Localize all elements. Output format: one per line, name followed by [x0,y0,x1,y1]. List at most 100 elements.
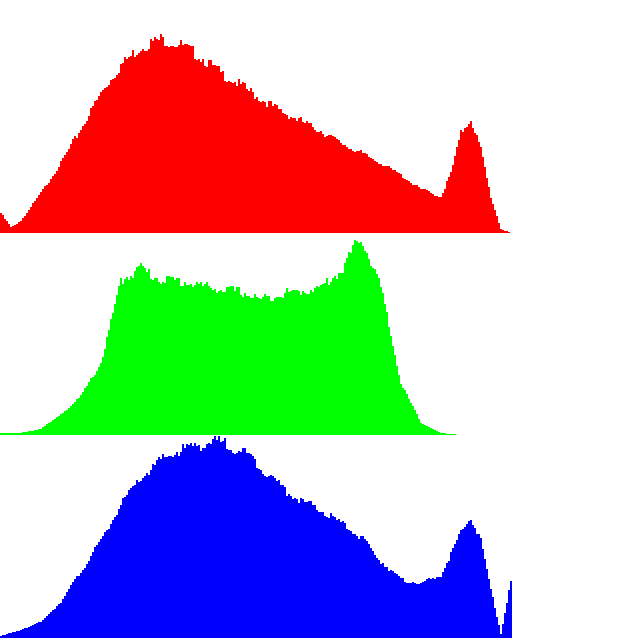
blue-histogram-bar [274,478,276,638]
green-histogram-bar [142,266,144,435]
blue-histogram-bar [368,544,370,638]
blue-histogram-bar [114,517,116,638]
blue-histogram-bar [146,473,148,638]
blue-histogram-bar [214,436,216,638]
green-histogram-bar [0,433,2,435]
blue-histogram-bar [238,451,240,638]
blue-histogram-bar [398,576,400,638]
green-histogram-bar [170,277,172,435]
red-histogram-bar [172,46,174,233]
red-histogram-bar [232,83,234,233]
blue-histogram-bar [496,617,498,638]
blue-histogram-bar [154,465,156,638]
blue-histogram-bar [360,536,362,638]
blue-histogram-bar [30,626,32,638]
red-histogram-bar [30,207,32,233]
red-histogram-bar [266,107,268,233]
red-histogram-bar [316,132,318,233]
green-histogram-bar [370,266,372,435]
blue-histogram-bar [418,584,420,638]
blue-histogram-bar [472,525,474,638]
red-histogram-bar [8,224,10,233]
blue-histogram-bar [258,469,260,638]
blue-histogram-bar [376,558,378,638]
red-histogram-bar [142,49,144,233]
red-histogram-bar [452,165,454,233]
red-histogram-bar [36,198,38,233]
blue-histogram-bar [16,631,18,638]
green-histogram-bar [236,287,238,435]
green-histogram-bar [388,327,390,435]
red-histogram-bar [160,34,162,233]
green-histogram-bar [182,286,184,435]
red-histogram-bar [250,88,252,233]
red-histogram-bar [28,210,30,233]
green-histogram-bar [414,410,416,435]
red-histogram-bar [420,189,422,233]
green-histogram-bar [430,428,432,435]
red-histogram-bar [62,158,64,233]
red-histogram-bar [356,151,358,233]
green-histogram-bar [362,246,364,435]
green-histogram-bar [280,297,282,435]
blue-histogram-bar [386,567,388,638]
red-histogram-bar [294,118,296,233]
red-histogram-bar [212,65,214,233]
blue-histogram-bar [246,453,248,638]
blue-histogram-bar [338,519,340,638]
green-histogram-bar [10,433,12,435]
green-histogram-bar [206,282,208,435]
red-histogram-bar [270,101,272,233]
red-histogram-bar [6,221,8,233]
green-histogram-bar [420,423,422,435]
red-histogram-bar [378,164,380,233]
green-histogram-bar [44,426,46,435]
blue-histogram-bar [134,485,136,638]
blue-histogram-bar [102,536,104,638]
red-histogram-bar [68,149,70,233]
green-histogram-bar [258,298,260,435]
green-histogram-bar [304,293,306,435]
red-histogram-bar [162,37,164,233]
red-histogram-bar [328,135,330,233]
blue-histogram-bar [332,516,334,638]
blue-histogram-bar [484,559,486,638]
green-histogram-bar [328,285,330,435]
red-histogram-bar [404,179,406,233]
red-histogram-bar [90,108,92,233]
red-histogram-bar [428,191,430,233]
green-histogram-bar [450,434,452,435]
blue-histogram-bar [168,456,170,638]
red-histogram-bar [84,124,86,233]
green-histogram-bar [186,285,188,435]
blue-histogram-bar [410,583,412,638]
green-histogram-bar [178,278,180,435]
blue-histogram-bar [426,579,428,638]
red-histogram-bar [106,87,108,233]
red-histogram-bar [230,82,232,233]
red-histogram-bar [332,136,334,233]
blue-histogram-bar [290,496,292,638]
green-histogram-bar [160,284,162,435]
green-histogram-bar [96,371,98,435]
green-histogram-bar [432,429,434,435]
blue-histogram-bar [126,495,128,638]
blue-histogram-bar [488,579,490,638]
blue-histogram-bar [430,579,432,638]
blue-histogram-bar [420,583,422,638]
blue-histogram-bar [240,452,242,638]
green-histogram-bar [72,404,74,435]
green-histogram-bar [306,294,308,435]
green-histogram-bar [24,432,26,435]
red-histogram-bar [392,170,394,233]
green-histogram-bar [276,297,278,435]
blue-histogram-bar [478,534,480,638]
blue-histogram-bar [442,572,444,638]
red-histogram-bar [432,194,434,233]
green-histogram-bar [378,278,380,435]
blue-histogram-bar [352,534,354,638]
blue-histogram-panel [0,436,512,638]
green-histogram-bar [30,431,32,435]
red-histogram-bar [484,167,486,233]
blue-histogram-bar [302,499,304,638]
